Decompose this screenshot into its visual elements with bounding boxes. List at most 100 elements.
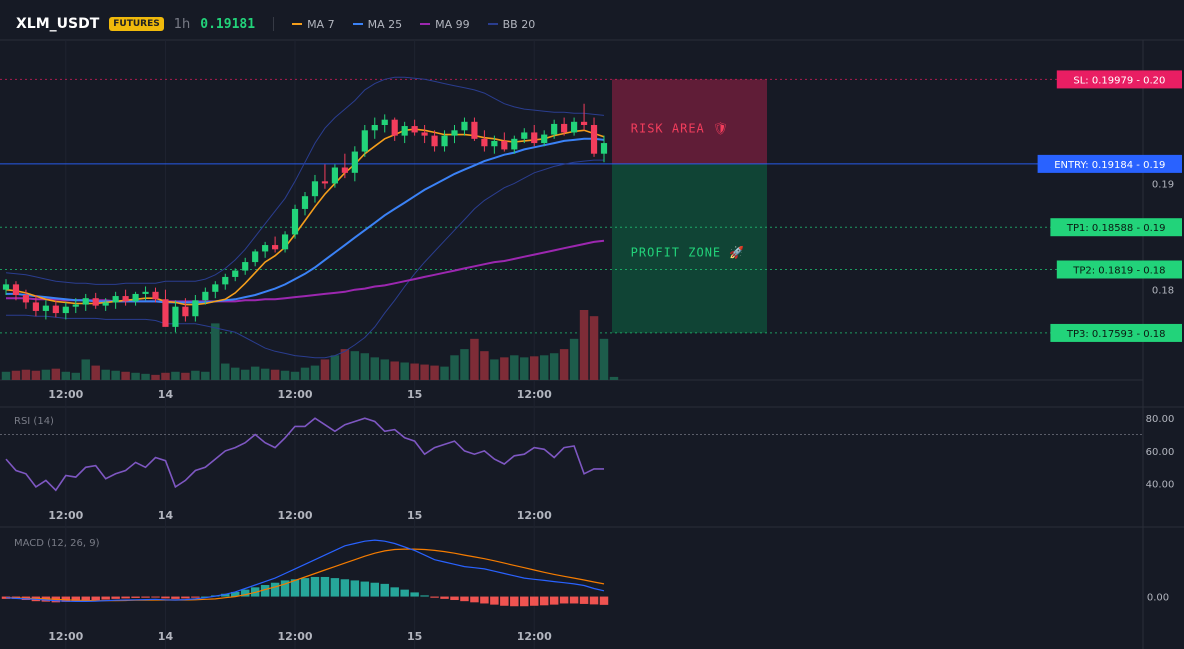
rsi-line [5, 417, 604, 492]
legend-ma25[interactable]: MA 25 [352, 18, 402, 31]
volume-bar [260, 368, 270, 380]
volume-bar [280, 370, 290, 380]
macd-histogram-bar [240, 589, 250, 597]
candle-body [561, 123, 568, 133]
candle-body [441, 135, 448, 147]
bb-upper-line [5, 76, 605, 285]
volume-bar [270, 369, 280, 380]
volume-bar [151, 374, 160, 380]
tp2-tag-text: TP2: 0.1819 - 0.18 [1072, 266, 1165, 277]
candle-body [351, 151, 358, 173]
legend-ma25-swatch [352, 23, 363, 25]
candle-body [541, 134, 548, 144]
macd-histogram-bar [599, 596, 609, 605]
volume-bar [440, 366, 449, 380]
candle-body [421, 132, 428, 136]
candle-body [32, 302, 39, 311]
legend-ma99[interactable]: MA 99 [420, 18, 470, 31]
volume-bar [599, 338, 609, 380]
tp1-price-tag [1050, 218, 1182, 237]
profit-zone [612, 163, 767, 333]
legend-ma7[interactable]: MA 7 [292, 18, 335, 31]
candle-body [551, 123, 558, 135]
candle-body [212, 284, 219, 292]
rsi-tick-label: 80.00 [1146, 414, 1175, 425]
macd-histogram-bar [221, 593, 230, 597]
volume-bar [480, 351, 489, 380]
candle-body [531, 132, 538, 144]
volume-bar [500, 357, 509, 380]
tp3-tag-text: TP3: 0.17593 - 0.18 [1066, 329, 1166, 340]
candle-body [580, 121, 588, 125]
profit-zone-label: PROFIT ZONE 🚀 [631, 246, 746, 260]
volume-bar [181, 372, 190, 380]
volume-bar [71, 372, 81, 380]
candle-body [262, 245, 269, 252]
candle-body [381, 119, 388, 125]
volume-bar [11, 370, 21, 380]
macd-histogram-bar [191, 596, 200, 598]
time-tick-label: 12:00 [517, 388, 552, 401]
volume-bar [450, 355, 459, 380]
candle-body [12, 284, 20, 295]
candle-body [391, 119, 398, 136]
macd-histogram-bar [171, 596, 180, 599]
tp3-price-tag [1050, 323, 1182, 342]
volume-bar [300, 367, 310, 380]
candle-body [590, 125, 598, 154]
candle-body [172, 306, 179, 327]
volume-bar [171, 371, 180, 380]
candle-body [152, 291, 159, 300]
candle-body [92, 298, 99, 306]
entry-tag-text: ENTRY: 0.19184 - 0.19 [1054, 160, 1165, 171]
macd-histogram-bar [470, 596, 479, 603]
rsi-tick-label: 60.00 [1146, 447, 1175, 458]
tp1-tag-text: TP1: 0.18588 - 0.19 [1066, 223, 1166, 234]
candle-body [142, 291, 149, 294]
volume-bar [191, 370, 200, 380]
macd-histogram-bar [181, 596, 190, 599]
legend-bb20[interactable]: BB 20 [487, 18, 535, 31]
chart-header: XLM_USDT FUTURES 1h 0.19181 MA 7 MA 25 M… [16, 12, 543, 36]
macd-histogram-bar [390, 587, 399, 597]
macd-histogram-bar [310, 576, 320, 597]
volume-bar [520, 357, 529, 380]
volume-bar [61, 371, 71, 380]
time-tick-label: 15 [407, 630, 422, 643]
volume-bar [91, 365, 100, 380]
macd-tick-label: 0.00 [1147, 593, 1169, 604]
macd-histogram-bar [230, 591, 240, 597]
candle-body [600, 143, 608, 154]
volume-bar [370, 357, 380, 380]
volume-bar [470, 338, 479, 380]
volume-bar [230, 367, 240, 380]
macd-histogram-bar [151, 596, 160, 598]
last-price: 0.19181 [200, 16, 256, 32]
macd-histogram-bar [81, 596, 90, 601]
timeframe-label[interactable]: 1h [173, 16, 191, 32]
risk-area-label: RISK AREA 🛡 [631, 122, 729, 136]
candle-body [42, 305, 49, 311]
header-divider [273, 17, 275, 31]
candle-body [202, 291, 209, 301]
legend-ma99-swatch [420, 23, 431, 25]
symbol-name[interactable]: XLM_USDT [16, 16, 100, 32]
volume-bar [390, 361, 399, 380]
volume-bar [549, 353, 559, 380]
macd-histogram-bar [71, 596, 81, 602]
candle-body [112, 296, 119, 303]
candle-body [451, 130, 458, 136]
macd-histogram-bar [330, 578, 340, 597]
volume-bar [161, 372, 170, 380]
candle-body [371, 125, 378, 131]
volume-bar [290, 371, 300, 380]
volume-bar [21, 369, 31, 380]
volume-bar [1, 371, 11, 380]
volume-bar [510, 355, 519, 380]
time-tick-label: 12:00 [517, 509, 552, 522]
candle-body [132, 293, 139, 302]
candle-body [22, 295, 30, 303]
candle-body [52, 305, 59, 314]
macd-histogram-bar [440, 596, 449, 599]
